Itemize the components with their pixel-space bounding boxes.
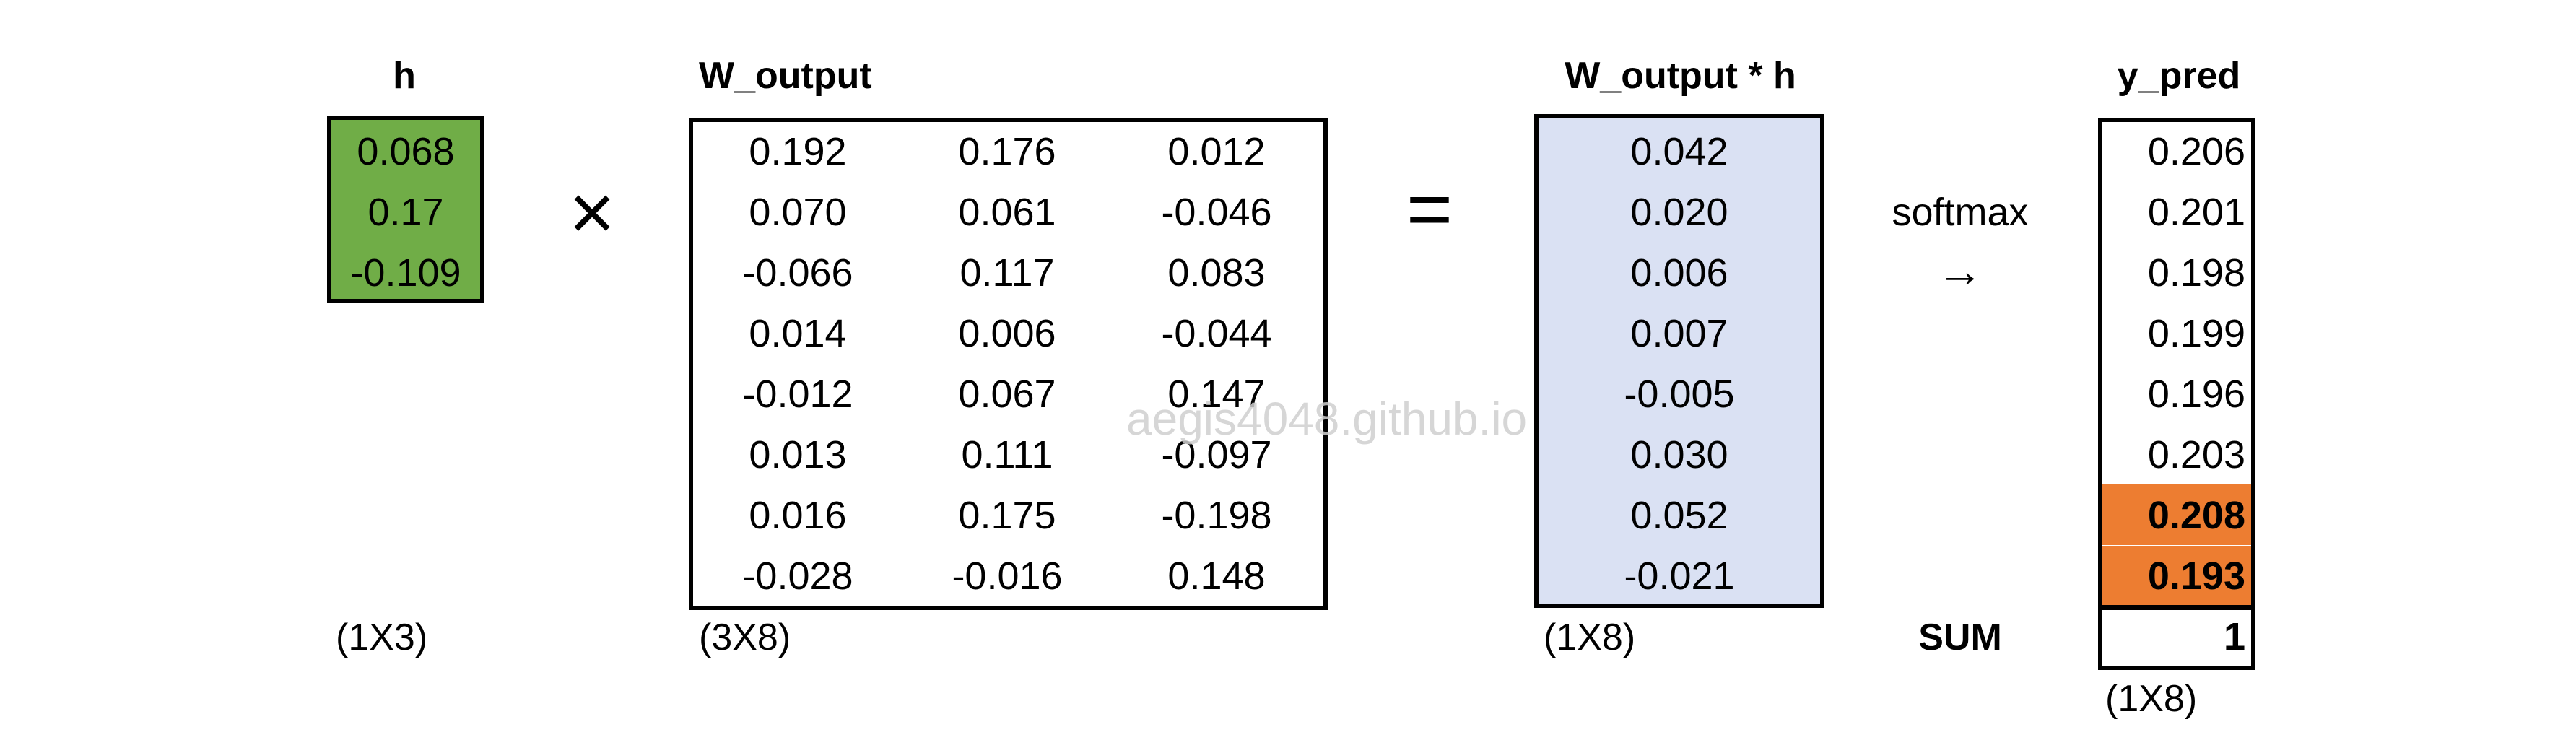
w-output-cell: 0.147 — [1167, 373, 1266, 416]
w-output-cell: -0.097 — [1161, 433, 1272, 476]
product-value: 0.052 — [1630, 494, 1728, 537]
y-pred-value: 0.206 — [2147, 130, 2245, 173]
y-pred-highlight — [2102, 546, 2251, 606]
w-output-matrix-box — [689, 118, 1328, 610]
w-output-cell: -0.028 — [742, 554, 853, 598]
y-pred-value: 0.198 — [2147, 251, 2245, 295]
product-title: W_output * h — [1565, 55, 1796, 97]
w-output-cell: 0.070 — [749, 191, 847, 234]
w-output-cell: 0.067 — [958, 373, 1056, 416]
h-vector-box — [327, 116, 484, 303]
y-pred-value: 0.201 — [2147, 191, 2245, 234]
h-value: 0.17 — [367, 191, 444, 234]
product-value: 0.030 — [1630, 433, 1728, 476]
w-output-cell: 0.111 — [961, 433, 1053, 476]
w-output-cell: 0.016 — [749, 494, 847, 537]
y-pred-highlight — [2102, 484, 2251, 545]
h-value: -0.109 — [350, 251, 461, 295]
h-title: h — [393, 55, 416, 97]
w-output-cell: -0.198 — [1161, 494, 1272, 537]
w-output-cell: 0.014 — [749, 312, 847, 355]
w-output-cell: 0.176 — [958, 130, 1056, 173]
w-output-cell: 0.117 — [960, 251, 1055, 295]
y-pred-dimension: (1X8) — [2105, 678, 2198, 720]
h-value: 0.068 — [357, 130, 455, 173]
sum-value: 1 — [2223, 615, 2245, 658]
w-output-cell: -0.012 — [742, 373, 853, 416]
y-pred-value: 0.199 — [2147, 312, 2245, 355]
w-output-cell: 0.192 — [749, 130, 847, 173]
softmax-arrow-icon: → — [1937, 245, 1983, 297]
product-value: 0.020 — [1630, 191, 1728, 234]
w-output-title: W_output — [699, 55, 872, 97]
w-output-cell: 0.083 — [1167, 251, 1266, 295]
w-output-cell: -0.044 — [1161, 312, 1272, 355]
multiply-operator: × — [568, 168, 616, 257]
y-pred-value: 0.193 — [2147, 554, 2245, 598]
watermark: aegis4048.github.io — [1126, 393, 1528, 445]
product-value: 0.042 — [1630, 130, 1728, 173]
product-value: 0.007 — [1630, 312, 1728, 355]
y-pred-value: 0.203 — [2147, 433, 2245, 476]
w-output-cell: -0.016 — [952, 554, 1063, 598]
y-pred-value: 0.208 — [2147, 494, 2245, 537]
w-output-cell: 0.013 — [749, 433, 847, 476]
w-output-cell: 0.012 — [1167, 130, 1266, 173]
w-output-cell: 0.006 — [958, 312, 1056, 355]
h-dimension: (1X3) — [336, 617, 428, 658]
sum-label: SUM — [1918, 617, 2002, 658]
product-vector-box — [1534, 114, 1824, 608]
w-output-dimension: (3X8) — [699, 617, 791, 658]
product-dimension: (1X8) — [1544, 617, 1636, 658]
product-value: -0.021 — [1624, 554, 1735, 598]
w-output-cell: -0.046 — [1161, 191, 1272, 234]
w-output-cell: 0.061 — [958, 191, 1056, 234]
w-output-cell: 0.148 — [1167, 554, 1266, 598]
sum-box — [2098, 605, 2255, 670]
equals-operator: = — [1406, 165, 1453, 253]
product-value: -0.005 — [1624, 373, 1735, 416]
w-output-cell: 0.175 — [958, 494, 1056, 537]
y-pred-value: 0.196 — [2147, 373, 2245, 416]
softmax-label: softmax — [1892, 191, 2029, 234]
w-output-cell: -0.066 — [742, 251, 853, 295]
product-value: 0.006 — [1630, 251, 1728, 295]
y-pred-title: y_pred — [2117, 55, 2241, 97]
